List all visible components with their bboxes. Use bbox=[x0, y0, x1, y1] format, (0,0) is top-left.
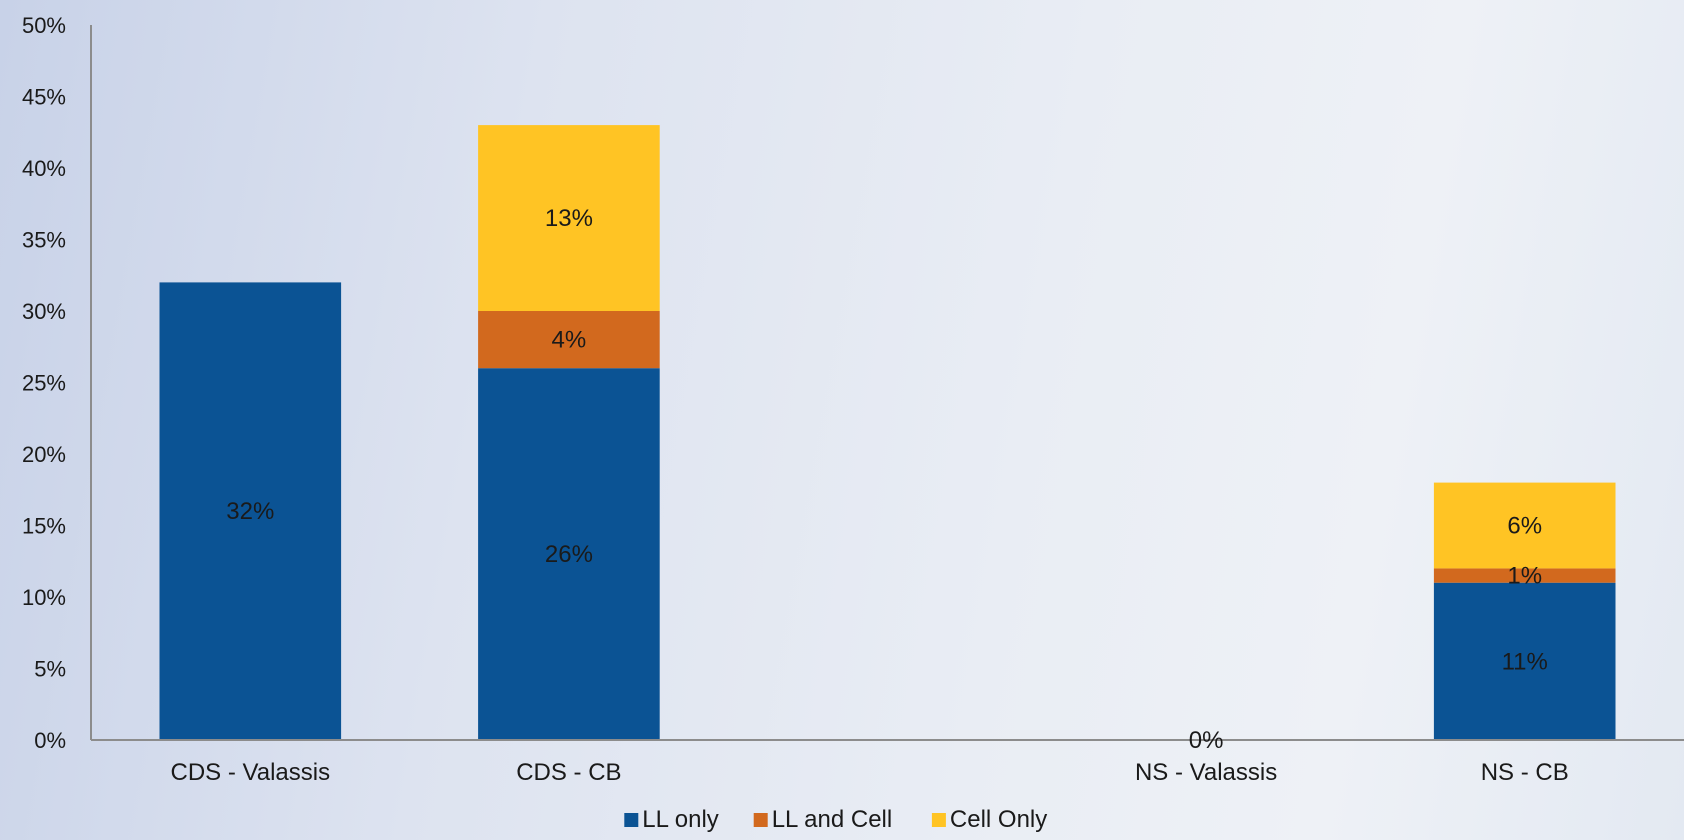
axes bbox=[90, 25, 1684, 741]
bars bbox=[159, 125, 1616, 740]
bar-segment bbox=[478, 368, 660, 740]
bar-segment bbox=[159, 282, 342, 740]
y-tick-label: 10% bbox=[22, 585, 66, 610]
y-tick-label: 30% bbox=[22, 299, 66, 324]
legend-swatch bbox=[753, 813, 768, 827]
y-tick-label: 50% bbox=[22, 13, 66, 38]
x-category-label: NS - Valassis bbox=[1135, 759, 1277, 786]
y-tick-label: 25% bbox=[22, 371, 66, 396]
data-label: 4% bbox=[552, 327, 587, 354]
y-tick-label: 35% bbox=[22, 228, 66, 253]
legend-swatch bbox=[931, 813, 946, 827]
x-category-label: CDS - Valassis bbox=[171, 759, 331, 786]
data-label: 11% bbox=[1502, 648, 1548, 675]
bar-segment bbox=[478, 311, 660, 369]
bar-segment bbox=[1433, 482, 1616, 569]
legend: LL only LL and Cell Cell Only bbox=[624, 806, 1047, 833]
y-tick-label: 5% bbox=[34, 657, 66, 682]
legend-label: LL and Cell bbox=[772, 806, 893, 833]
data-label: 26% bbox=[545, 541, 593, 568]
data-labels: 32% 26% 4% 13% 0% 11% 1% 6% bbox=[226, 205, 1548, 754]
x-category-label: CDS - CB bbox=[516, 759, 621, 786]
bar-segment bbox=[478, 125, 660, 311]
y-axis-ticks: 0% 5% 10% 15% 20% 25% 30% 35% 40% 45% 50% bbox=[22, 13, 66, 753]
bar-segment bbox=[1433, 582, 1616, 740]
y-tick-label: 15% bbox=[22, 514, 66, 539]
y-tick-label: 45% bbox=[22, 85, 66, 110]
legend-label: LL only bbox=[642, 806, 719, 833]
x-category-label: NS - CB bbox=[1481, 759, 1569, 786]
bar-segment bbox=[1433, 568, 1616, 583]
category-labels: CDS - Valassis CDS - CB NS - Valassis NS - … bbox=[171, 759, 1569, 786]
data-label: 0% bbox=[1189, 727, 1224, 754]
y-tick-label: 40% bbox=[22, 156, 66, 181]
data-label: 32% bbox=[226, 498, 274, 525]
y-tick-label: 20% bbox=[22, 442, 66, 467]
legend-swatch bbox=[624, 813, 639, 827]
data-label: 1% bbox=[1507, 563, 1542, 590]
data-label: 13% bbox=[545, 205, 593, 232]
data-label: 6% bbox=[1507, 513, 1542, 540]
legend-label: Cell Only bbox=[950, 806, 1047, 833]
y-tick-label: 0% bbox=[34, 728, 66, 753]
